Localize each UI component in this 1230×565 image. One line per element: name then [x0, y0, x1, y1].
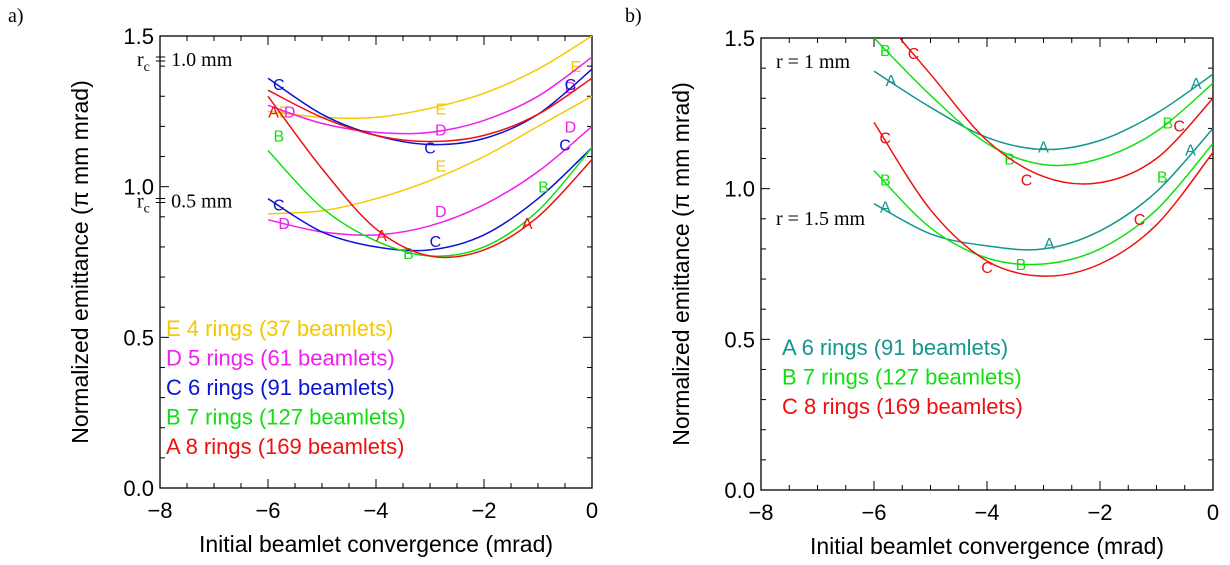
b-legend-entry-c: C 8 rings (169 beamlets): [782, 394, 1023, 419]
a-ytick-label: 1.0: [123, 175, 154, 200]
a-series-marker-a: A: [376, 228, 387, 245]
b-legend-entry-b: B 7 rings (127 beamlets): [782, 365, 1022, 390]
b-series-line-b: [873, 143, 1213, 266]
b-series-marker-a: A: [880, 200, 891, 217]
b-series-marker-c: C: [1173, 118, 1185, 135]
b-series-marker-b: B: [880, 43, 891, 60]
a-series-marker-a: A: [268, 104, 279, 121]
b-x-axis-title: Initial beamlet convergence (mrad): [810, 533, 1164, 559]
b-xtick-label: 0: [1207, 500, 1219, 525]
a-xtick-label: 0: [586, 498, 598, 523]
b-series-line-a: [873, 70, 1213, 151]
a-ytick-label: 0.0: [123, 476, 154, 501]
panel-a-label: a): [8, 5, 24, 27]
a-series-marker-d: D: [565, 119, 577, 136]
a-series-line-e: [267, 36, 592, 120]
a-y-axis-title: Normalized emittance (π mm mrad): [67, 80, 93, 444]
b-series-marker-a: A: [1185, 142, 1196, 159]
a-legend-entry-e: E 4 rings (37 beamlets): [166, 316, 393, 341]
a-series-marker-e: E: [570, 59, 581, 76]
a-series-line-a: [267, 95, 592, 259]
b-series-marker-c: C: [1134, 212, 1146, 229]
a-series-marker-c: C: [273, 77, 285, 94]
a-x-axis-title: Initial beamlet convergence (mrad): [199, 531, 553, 557]
panel-b-plot: −8 −6 −4 −2 0 0.0 0.5 1.0 1.5 Initial beamlet con…: [668, 26, 1219, 559]
a-series-marker-a: A: [522, 216, 533, 233]
b-series-marker-a: A: [886, 73, 897, 90]
a-series-line-c: [267, 68, 592, 146]
a-ytick-label: 1.5: [123, 24, 154, 49]
b-xtick-label: −2: [1087, 500, 1112, 525]
panel-a-plot: −8 −6 −4 −2 0 0.0 0.5 1.0 1.5 Initial beamlet con…: [67, 24, 598, 557]
a-series-line-c: [267, 146, 592, 252]
b-series-marker-c: C: [880, 130, 892, 147]
a-xtick-label: −4: [363, 498, 388, 523]
b-series-marker-b: B: [1016, 257, 1027, 274]
a-series-marker-d: D: [435, 204, 447, 221]
a-series-marker-c: C: [424, 140, 436, 157]
b-series-marker-c: C: [908, 46, 920, 63]
b-xtick-label: −4: [974, 500, 999, 525]
b-series-marker-c: C: [981, 260, 993, 277]
b-series-line-c: [898, 38, 1213, 185]
b-series-marker-b: B: [1162, 115, 1173, 132]
a-series-marker-c: C: [430, 234, 442, 251]
b-ytick-label: 1.5: [724, 26, 755, 51]
a-series-marker-d: D: [278, 216, 290, 233]
b-series-line-b: [873, 38, 1213, 167]
a-radius-annotation: rc = 0.5 mm: [137, 191, 233, 217]
b-series-marker-b: B: [880, 173, 891, 190]
b-xtick-label: −6: [861, 500, 886, 525]
a-legend-entry-d: D 5 rings (61 beamlets): [166, 346, 395, 371]
a-series-marker-e: E: [435, 101, 446, 118]
a-xtick-label: −8: [147, 498, 172, 523]
a-series-marker-b: B: [273, 128, 284, 145]
a-legend-entry-b: B 7 rings (127 beamlets): [166, 405, 406, 430]
a-series-marker-b: B: [403, 246, 414, 263]
b-xtick-label: −8: [748, 500, 773, 525]
b-series-marker-b: B: [1004, 152, 1015, 169]
a-series-marker-d: D: [435, 122, 447, 139]
b-series-line-a: [873, 127, 1213, 251]
panel-a: a) −8 −6 −4 −2 0 0.0 0.5 1.0 1.5 Initial beamlet …: [8, 5, 598, 557]
a-legend-entry-a: A 8 rings (169 beamlets): [166, 434, 404, 459]
a-series-marker-c: C: [565, 77, 577, 94]
panel-b-label: b): [625, 5, 642, 27]
a-series-line-d: [267, 56, 592, 135]
a-series-marker-d: D: [284, 104, 296, 121]
a-xtick-label: −2: [471, 498, 496, 523]
b-series-marker-b: B: [1157, 170, 1168, 187]
b-radius-annotation: r = 1 mm: [776, 51, 851, 73]
b-ytick-label: 0.5: [724, 327, 755, 352]
b-series-line-c: [873, 121, 1213, 277]
a-series-marker-e: E: [435, 159, 446, 176]
b-y-axis-title: Normalized emittance (π mm mrad): [668, 82, 694, 446]
a-xtick-label: −6: [255, 498, 280, 523]
a-series-line-a: [267, 77, 592, 143]
a-radius-annotation: rc = 1.0 mm: [137, 49, 233, 75]
panel-b: b) −8 −6 −4 −2 0 0.0 0.5 1.0 1.5 Initial beamlet …: [625, 5, 1219, 559]
b-ytick-label: 1.0: [724, 177, 755, 202]
b-legend-entry-a: A 6 rings (91 beamlets): [782, 335, 1008, 360]
b-series-marker-c: C: [1021, 173, 1033, 190]
a-ytick-label: 0.5: [123, 325, 154, 350]
a-series-marker-c: C: [273, 198, 285, 215]
a-series-marker-c: C: [559, 137, 571, 154]
b-series-marker-a: A: [1044, 236, 1055, 253]
b-series-marker-a: A: [1038, 139, 1049, 156]
a-legend-entry-c: C 6 rings (91 beamlets): [166, 375, 395, 400]
a-series-marker-e: E: [279, 104, 290, 121]
b-ytick-label: 0.0: [724, 478, 755, 503]
b-radius-annotation: r = 1.5 mm: [776, 208, 866, 230]
a-series-marker-b: B: [538, 180, 549, 197]
b-series-marker-a: A: [1191, 76, 1202, 93]
a-series-line-e: [267, 95, 592, 215]
